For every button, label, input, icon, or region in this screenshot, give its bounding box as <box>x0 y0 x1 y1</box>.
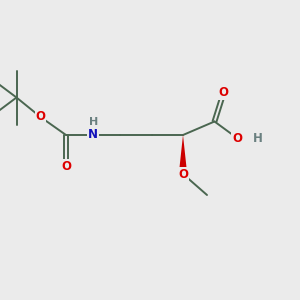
Text: O: O <box>232 131 242 145</box>
Text: O: O <box>35 110 46 124</box>
Text: H: H <box>89 117 98 128</box>
Text: N: N <box>88 128 98 142</box>
Text: O: O <box>61 160 71 173</box>
Text: O: O <box>218 86 229 100</box>
Text: H: H <box>253 131 263 145</box>
Polygon shape <box>179 135 187 174</box>
Text: O: O <box>178 167 188 181</box>
